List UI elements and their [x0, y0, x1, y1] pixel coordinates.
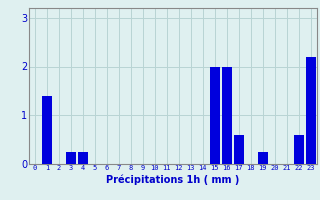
Bar	[258, 152, 268, 164]
Bar	[66, 152, 76, 164]
Bar	[306, 57, 316, 164]
Bar	[78, 152, 88, 164]
Bar	[234, 135, 244, 164]
Bar	[42, 96, 52, 164]
Bar	[222, 66, 232, 164]
X-axis label: Précipitations 1h ( mm ): Précipitations 1h ( mm )	[106, 174, 239, 185]
Bar	[210, 66, 220, 164]
Bar	[294, 135, 304, 164]
